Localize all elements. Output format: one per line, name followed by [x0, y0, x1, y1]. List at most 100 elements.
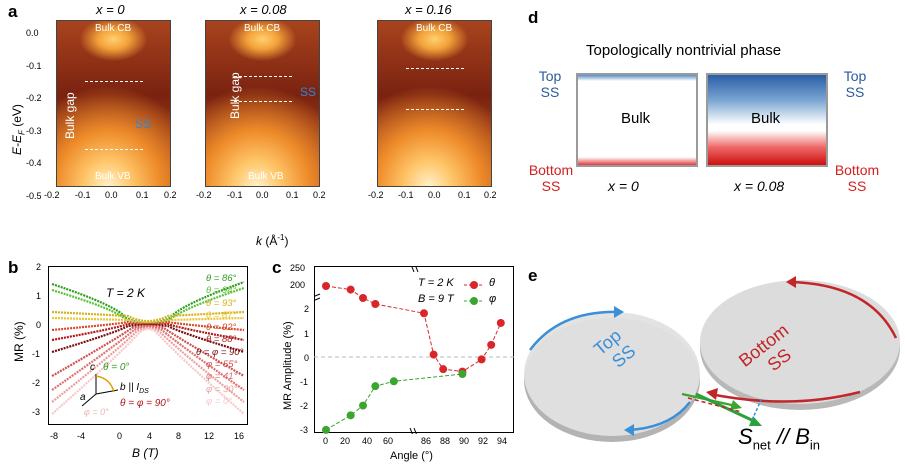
- data-point: [346, 411, 355, 420]
- gap-line: [85, 81, 143, 82]
- top-ss-arrow: [529, 310, 621, 351]
- data-point: [496, 318, 505, 327]
- legend-theta-text: T = 2 K: [418, 277, 454, 289]
- top-ss-arrow: [627, 401, 691, 432]
- data-point: [487, 340, 496, 349]
- bulk-box-x0: Bulk: [576, 73, 698, 167]
- legend-item: φ = 55°: [206, 359, 238, 371]
- gap-line: [85, 149, 143, 150]
- bulk-gap-label: Bulk gap: [63, 92, 77, 139]
- ytick: -3: [32, 407, 41, 417]
- legend-item: φ = 0°: [206, 395, 233, 407]
- bottom-ss-arrow: [789, 280, 898, 339]
- ytick: 2: [36, 262, 42, 272]
- legend-item: φ = 30°: [206, 383, 238, 395]
- ytick: 2: [304, 304, 310, 314]
- spin-discs-diagram: [524, 276, 900, 442]
- amplitude-series: [322, 282, 505, 434]
- series-line: [325, 373, 463, 431]
- panel-a-label: a: [8, 2, 18, 21]
- ytick: -0.3: [26, 126, 42, 136]
- panel-b-label: b: [8, 258, 19, 277]
- xtick: -0.1: [75, 190, 91, 200]
- bottom-ss-arrow: [709, 390, 861, 403]
- mr-legend: θ = 86° θ = 94° θ = 93° θ = 87° θ = 92° …: [196, 273, 243, 408]
- arpes-map-x0: Bulk CB Bulk gap SS Bulk VB: [56, 20, 171, 187]
- xtick: 12: [204, 431, 215, 441]
- xtick: 60: [383, 436, 394, 446]
- amplitude-xlabel: Angle (°): [390, 450, 433, 462]
- arpes-title-1: x = 0: [96, 2, 125, 17]
- xtick: 0.1: [286, 190, 299, 200]
- xtick: 0: [323, 436, 329, 446]
- ytick: -0.5: [26, 191, 42, 201]
- panel-c-label: c: [272, 258, 282, 277]
- xtick: 88: [440, 436, 451, 446]
- data-point: [359, 401, 367, 410]
- inset-a-label: a: [80, 392, 86, 403]
- x0-label: x = 0: [608, 178, 639, 194]
- ytick: 200: [290, 280, 306, 290]
- xtick: 8: [176, 431, 182, 441]
- xtick: 20: [340, 436, 351, 446]
- xtick: 86: [421, 436, 432, 446]
- legend-item: θ = φ = 90°: [196, 346, 244, 358]
- bulk-cb-label: Bulk CB: [95, 23, 132, 34]
- snet-label: Snet // Bin: [738, 424, 821, 453]
- panel-d-label: d: [528, 8, 539, 27]
- amplitude-ylabel: MR Amplitude (%): [282, 321, 294, 410]
- gap-line: [406, 109, 464, 110]
- data-point: [389, 377, 398, 386]
- arpes-map-x008: Bulk CB Bulk gap SS Bulk VB: [205, 20, 320, 187]
- bin-arrow: [695, 392, 757, 424]
- arpes-title-3: x = 0.16: [405, 2, 452, 17]
- xtick: -8: [50, 431, 59, 441]
- xtick: 0.1: [136, 190, 149, 200]
- ytick: -1: [32, 349, 41, 359]
- ytick: 0.0: [26, 28, 39, 38]
- data-point: [477, 355, 486, 364]
- top-ss-right: Top SS: [843, 68, 867, 100]
- inset-theta0-label: θ = 0°: [103, 362, 130, 373]
- ytick: 1: [36, 291, 42, 301]
- inset-thetaphi-label: θ = φ = 90°: [120, 398, 170, 409]
- xtick: 0.0: [428, 190, 441, 200]
- data-point: [371, 382, 380, 391]
- xtick: -0.2: [44, 190, 60, 200]
- xtick: -0.2: [368, 190, 384, 200]
- bulk-box-x008: Bulk: [706, 73, 828, 167]
- bulk-label: Bulk: [751, 110, 781, 127]
- xtick: -4: [77, 431, 86, 441]
- ytick: -0.2: [26, 93, 42, 103]
- top-ss-disc: [524, 312, 700, 436]
- arpes-ylabel: E-EF (eV): [10, 104, 27, 155]
- arpes-title-2: x = 0.08: [240, 2, 287, 17]
- amplitude-legend-markers: [464, 281, 484, 305]
- xtick: -0.2: [196, 190, 212, 200]
- ss-label: SS: [300, 85, 317, 99]
- ytick: 250: [290, 263, 306, 273]
- mr-xlabel: B (T): [132, 446, 159, 460]
- ytick: -3: [300, 425, 309, 435]
- data-point: [371, 300, 380, 308]
- xtick: 0: [117, 431, 123, 441]
- phase-title: Topologically nontrivial phase: [586, 42, 782, 59]
- data-point: [439, 365, 448, 374]
- xtick: -0.1: [227, 190, 243, 200]
- data-point: [458, 370, 467, 379]
- legend-item: θ = 93°: [206, 297, 237, 309]
- ss-label: SS: [135, 117, 152, 131]
- ytick: 0: [304, 353, 310, 363]
- x008-label: x = 0.08: [734, 178, 785, 194]
- ytick: -2: [32, 378, 41, 388]
- bulk-vb-label: Bulk VB: [95, 171, 131, 182]
- legend-item: θ = 87°: [206, 309, 237, 321]
- inset-c-label: c: [90, 362, 95, 373]
- amplitude-plot: [314, 266, 514, 434]
- data-point: [346, 285, 355, 294]
- legend-theta-marker: [470, 281, 478, 289]
- bottom-ss-right: Bottom SS: [834, 162, 880, 194]
- xtick: 0.2: [484, 190, 497, 200]
- data-point: [322, 282, 330, 290]
- legend-item: θ = 86°: [206, 273, 237, 284]
